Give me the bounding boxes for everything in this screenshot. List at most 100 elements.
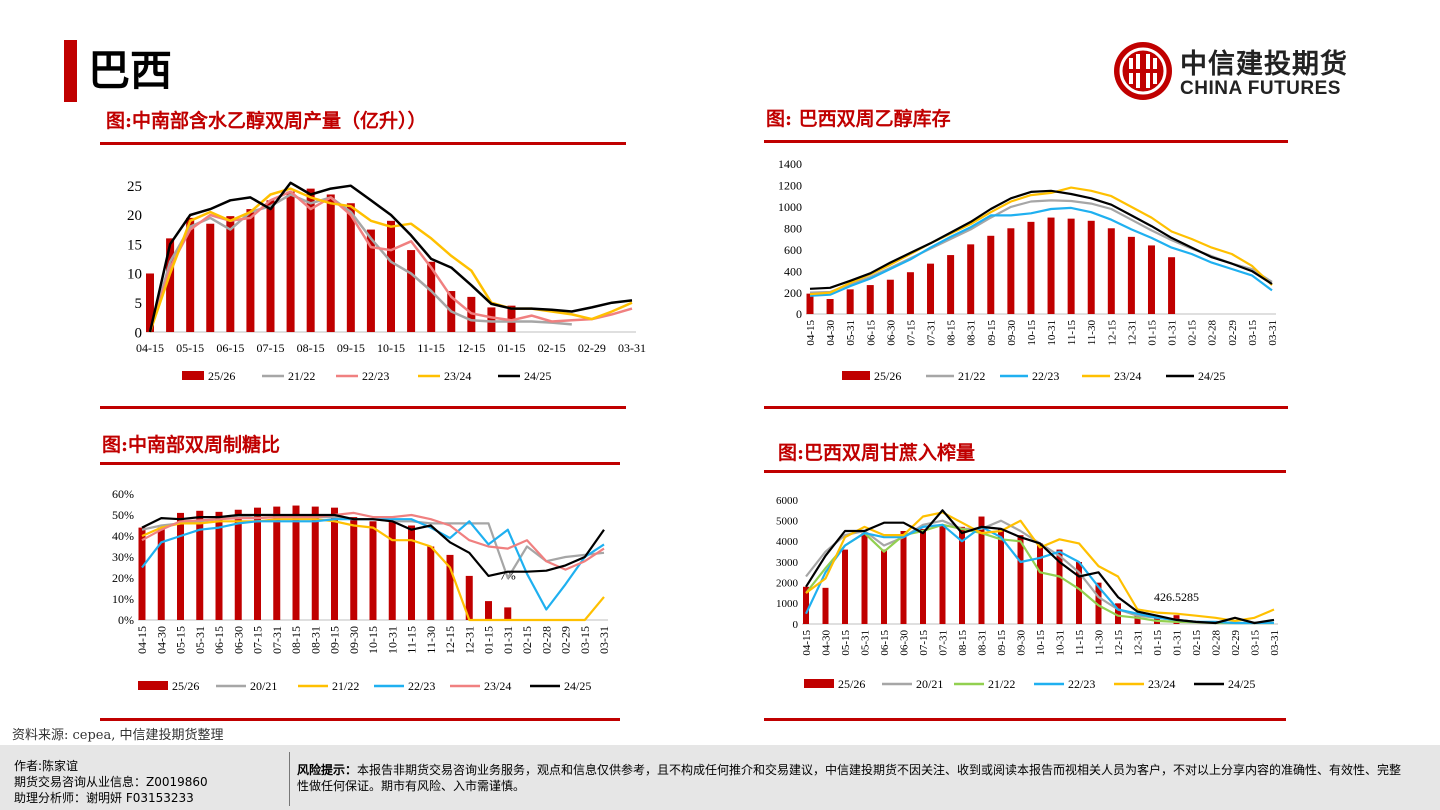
- bar-25-26-10: [331, 507, 338, 620]
- bar-25-26-11: [366, 229, 375, 332]
- bar-data-label: 426.5285: [1154, 590, 1199, 604]
- x-tick-label: 11-15: [1074, 630, 1086, 656]
- x-tick-label: 10-15: [377, 341, 405, 355]
- x-tick-label: 02-15: [520, 626, 534, 654]
- bar-25-26-3: [196, 510, 204, 620]
- panel-divider: [764, 140, 1288, 143]
- x-tick-label: 10-15: [1035, 630, 1047, 656]
- bar-25-26-13: [407, 250, 416, 332]
- page-title: 巴西: [88, 46, 173, 95]
- legend-label: 25/26: [208, 369, 235, 383]
- x-tick-label: 01-31: [501, 626, 515, 654]
- chart-title-production: 图:中南部含水乙醇双周产量（亿升））: [106, 110, 427, 132]
- x-tick-label: 04-15: [136, 341, 164, 355]
- x-tick-label: 02-15: [538, 341, 566, 355]
- chart-production: 0 5 10 15 20 25 04-15 05-15 06-15 07-15 08-15 09-15…: [127, 179, 646, 383]
- bar-25-26-11: [1027, 221, 1035, 314]
- bar-25-26-15: [1107, 228, 1115, 314]
- x-tick-label: 11-30: [1086, 320, 1098, 346]
- y-tick-label: 3000: [776, 557, 799, 569]
- x-tick-label: 06-15: [216, 341, 244, 355]
- legend-label: 23/24: [1148, 677, 1175, 691]
- x-tick-label: 01-15: [1146, 320, 1158, 346]
- y-tick-label: 15: [127, 237, 142, 253]
- bar-25-26-18: [1168, 257, 1176, 314]
- y-tick-label: 1400: [778, 157, 802, 171]
- bar-25-26-12: [387, 220, 395, 332]
- legend-label: 21/22: [958, 369, 985, 383]
- bar-25-26-3: [206, 223, 215, 332]
- bar-25-26-2: [846, 289, 854, 314]
- x-tick-label: 06-30: [885, 320, 897, 346]
- chart-title-text: 中南部双周制糖比: [128, 434, 281, 456]
- legend-swatch: [138, 681, 168, 690]
- series-line-24-25: [805, 509, 1275, 625]
- y-tick-label: 20%: [112, 571, 134, 585]
- y-tick-label: 800: [784, 221, 802, 235]
- bar-25-26-13: [1067, 218, 1075, 314]
- x-tick-label: 02-15: [1187, 320, 1199, 346]
- bar-25-26-6: [266, 200, 275, 332]
- bar-25-26-8: [306, 188, 315, 332]
- y-tick-label: 10%: [112, 592, 134, 606]
- bar-25-26-1: [157, 527, 165, 620]
- x-tick-label: 08-31: [308, 626, 322, 654]
- bar-25-26-1: [822, 587, 829, 624]
- x-tick-label: 03-15: [578, 626, 592, 654]
- x-tick-label: 02-29: [559, 626, 573, 654]
- y-tick-label: 6000: [776, 495, 799, 507]
- source-note: 资料来源: cepea, 中信建投期货整理: [12, 728, 224, 743]
- bar-25-26-13: [388, 521, 396, 620]
- series-line-24-25: [148, 181, 633, 333]
- legend-label: 22/23: [1032, 369, 1059, 383]
- bar-25-26-9: [978, 516, 985, 624]
- x-tick-label: 02-29: [1227, 320, 1239, 346]
- x-tick-label: 03-15: [1247, 320, 1259, 346]
- y-tick-label: 20: [127, 208, 142, 224]
- risk-disclaimer: 风险提示：本报告非期货交易咨询业务服务，观点和信息仅供参考，且不构成任何推介和交…: [297, 762, 1407, 794]
- y-tick-label: 1000: [778, 200, 802, 214]
- legend-label: 24/25: [524, 369, 551, 383]
- series-line-23-24: [141, 511, 605, 571]
- x-tick-label: 09-30: [1006, 320, 1018, 346]
- bar-25-26-14: [1087, 220, 1095, 314]
- bar-25-26-0: [146, 273, 154, 332]
- y-tick-label: 1200: [778, 179, 802, 193]
- series-line-23-24: [809, 186, 1273, 296]
- x-tick-label: 12-15: [443, 626, 457, 654]
- series-line-21-22: [141, 518, 605, 622]
- legend-swatch: [842, 371, 870, 380]
- bar-25-26-4: [226, 216, 235, 332]
- series-line-22-23: [809, 206, 1273, 297]
- x-tick-label: 09-30: [1016, 630, 1028, 656]
- bar-25-26-7: [939, 524, 946, 624]
- x-tick-label: 07-15: [257, 341, 285, 355]
- y-tick-label: 30%: [112, 550, 134, 564]
- assistant-line: 助理分析师：谢明妍 F03153233: [14, 791, 194, 805]
- legend-label: 25/26: [874, 369, 901, 383]
- legend-label: 25/26: [172, 679, 199, 693]
- footer-separator: [289, 752, 290, 806]
- x-tick-label: 10-31: [385, 626, 399, 654]
- x-tick-label: 02-28: [539, 626, 553, 654]
- x-tick-label: 08-15: [946, 320, 958, 346]
- x-tick-label: 03-31: [618, 341, 646, 355]
- x-tick-label: 04-30: [154, 626, 168, 654]
- x-tick-label: 07-15: [918, 630, 930, 656]
- bar-25-26-5: [900, 531, 907, 624]
- x-tick-label: 11-30: [1094, 630, 1106, 656]
- bar-25-26-14: [408, 525, 415, 620]
- bar-25-26-16: [1115, 603, 1121, 624]
- x-tick-label: 11-15: [405, 626, 419, 654]
- y-tick-label: 0: [793, 619, 799, 631]
- x-tick-label: 04-15: [805, 320, 817, 346]
- series-line-24-25: [141, 513, 605, 578]
- bar-25-26-0: [803, 586, 809, 624]
- chart-title-prefix: 图: [766, 108, 786, 130]
- legend-label: 21/22: [988, 677, 1015, 691]
- x-tick-label: 05-31: [860, 630, 872, 656]
- y-tick-label: 0%: [118, 613, 134, 627]
- bar-25-26-18: [485, 601, 492, 620]
- x-tick-label: 08-15: [297, 341, 325, 355]
- bar-25-26-3: [861, 533, 868, 624]
